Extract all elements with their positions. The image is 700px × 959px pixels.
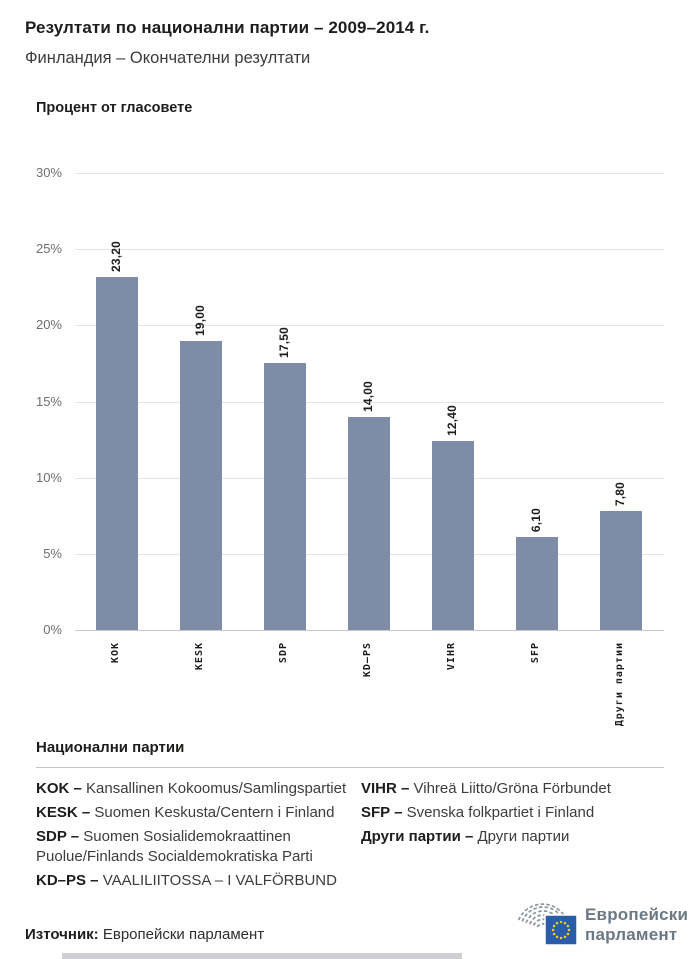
legend-item: VIHR – Vihreä Liitto/Gröna Förbundet [361,779,671,799]
y-tick-label: 30% [35,165,62,180]
source-value: Европейски парламент [102,926,265,943]
gridline-20 [75,325,664,326]
party-abbr: KOK – [36,780,82,797]
legend-item: SFP – Svenska folkpartiet i Finland [361,803,671,823]
bar-Други партии [600,511,642,630]
bar-SDP [264,363,306,630]
bar-value-label: 14,00 [361,380,375,412]
x-axis-label-Други партии: Други партии [614,642,625,727]
legend-item: KD–PS – VAALILIITOSSA – I VALFÖRBUND [36,871,351,891]
party-name: VAALILIITOSSA – I VALFÖRBUND [98,872,337,889]
page-title: Резултати по национални партии – 2009–20… [25,18,430,37]
bar-value-label: 17,50 [277,326,291,358]
party-abbr: KD–PS – [36,872,99,889]
y-tick-label: 10% [35,470,62,485]
legend-column-left: KOK – Kansallinen Kokoomus/Samlingsparti… [36,779,351,895]
x-axis-line [75,630,664,631]
y-tick-label: 15% [35,394,62,409]
source-line: Източник: Европейски парламент [25,926,264,943]
y-tick-label: 5% [43,546,62,561]
party-name: Suomen Keskusta/Centern i Finland [90,804,335,821]
x-axis-label-KESK: KESK [194,642,205,671]
bar-SFP [516,537,558,630]
legend-item: KOK – Kansallinen Kokoomus/Samlingsparti… [36,779,351,799]
legend-divider [36,767,664,768]
party-abbr: SFP – [361,804,403,821]
party-abbr: VIHR – [361,780,410,797]
legend-item: KESK – Suomen Keskusta/Centern i Finland [36,803,351,823]
y-tick-label: 20% [35,317,62,332]
bar-value-label: 7,80 [613,481,627,506]
x-axis-label-SDP: SDP [278,642,289,664]
party-abbr: SDP – [36,828,80,845]
eu-stars [551,920,571,940]
gridline-30 [75,173,664,174]
x-axis-label-KOK: KOK [110,642,121,664]
party-name: Suomen Sosialidemokraattinen Puolue/Finl… [36,828,313,865]
bar-value-label: 23,20 [109,240,123,272]
bar-KD–PS [348,417,390,630]
y-tick-label: 0% [43,622,62,637]
legend-item: Други партии – Други партии [361,827,671,847]
y-tick-label: 25% [35,241,62,256]
x-axis-label-VIHR: VIHR [446,642,457,671]
x-axis-label-SFP: SFP [530,642,541,664]
gridline-25 [75,249,664,250]
chart-title: Процент от гласовете [36,100,193,116]
bar-KESK [180,341,222,630]
party-abbr: Други партии – [361,828,474,845]
bar-KOK [96,277,138,630]
page-subtitle: Финландия – Окончателни резултати [25,49,311,67]
party-name: Vihreä Liitto/Gröna Förbundet [409,780,611,797]
bar-value-label: 6,10 [529,507,543,532]
bar-value-label: 12,40 [445,404,459,436]
legend-item: SDP – Suomen Sosialidemokraattinen Puolu… [36,827,351,867]
european-parliament-logo-text: Европейски парламент [585,905,689,944]
source-label: Източник: [25,926,99,943]
bar-value-label: 19,00 [193,304,207,336]
party-name: Svenska folkpartiet i Finland [402,804,595,821]
european-parliament-logo-icon [517,903,578,946]
x-axis-label-KD–PS: KD–PS [362,642,373,678]
legend-heading: Национални партии [36,739,185,756]
party-name: Други партии [473,828,570,845]
bar-VIHR [432,441,474,630]
party-abbr: KESK – [36,804,91,821]
party-name: Kansallinen Kokoomus/Samlingspartiet [81,780,347,797]
next-section-peek [62,953,462,959]
legend-column-right: VIHR – Vihreä Liitto/Gröna Förbundet SFP … [361,779,671,851]
gridline-15 [75,402,664,403]
